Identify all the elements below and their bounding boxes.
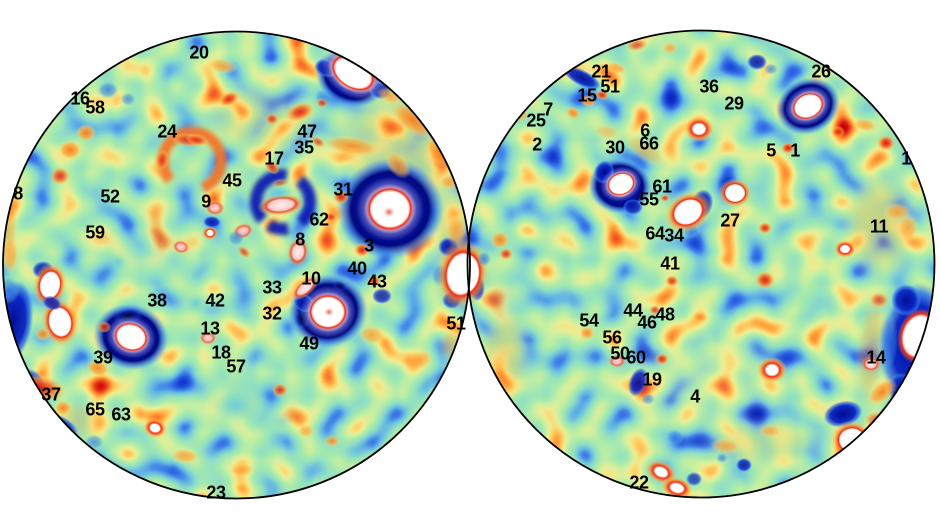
svg-text:16: 16 — [70, 89, 90, 109]
svg-text:32: 32 — [262, 304, 282, 324]
svg-text:9: 9 — [201, 192, 211, 212]
svg-text:62: 62 — [309, 210, 329, 230]
svg-text:41: 41 — [660, 254, 680, 274]
svg-text:33: 33 — [262, 278, 282, 298]
svg-text:27: 27 — [720, 211, 740, 231]
svg-text:40: 40 — [347, 259, 367, 279]
svg-text:20: 20 — [189, 43, 209, 63]
svg-text:18: 18 — [211, 343, 231, 363]
svg-text:54: 54 — [579, 311, 599, 331]
svg-text:50: 50 — [610, 344, 630, 364]
svg-text:13: 13 — [200, 319, 220, 339]
svg-text:21: 21 — [591, 62, 611, 82]
svg-text:1: 1 — [901, 149, 911, 169]
svg-text:61: 61 — [652, 177, 672, 197]
svg-text:31: 31 — [333, 180, 353, 200]
svg-text:55: 55 — [639, 190, 659, 210]
svg-text:17: 17 — [264, 149, 284, 169]
svg-text:10: 10 — [301, 269, 321, 289]
svg-text:6: 6 — [640, 121, 650, 141]
svg-text:4: 4 — [690, 387, 700, 407]
svg-text:7: 7 — [543, 100, 553, 120]
svg-text:52: 52 — [100, 187, 120, 207]
svg-text:57: 57 — [226, 357, 246, 377]
svg-text:36: 36 — [699, 77, 719, 97]
svg-text:8: 8 — [13, 184, 23, 204]
svg-text:45: 45 — [222, 171, 242, 191]
svg-text:37: 37 — [41, 385, 61, 405]
svg-text:24: 24 — [157, 122, 177, 142]
svg-text:51: 51 — [446, 314, 466, 334]
svg-text:63: 63 — [111, 405, 131, 425]
svg-text:19: 19 — [642, 370, 662, 390]
svg-text:1: 1 — [790, 141, 800, 161]
svg-text:47: 47 — [297, 122, 317, 142]
svg-text:59: 59 — [85, 223, 105, 243]
svg-text:3: 3 — [364, 236, 374, 256]
svg-text:51: 51 — [600, 77, 620, 97]
svg-text:42: 42 — [205, 291, 225, 311]
svg-text:23: 23 — [206, 483, 226, 503]
svg-text:5: 5 — [766, 141, 776, 161]
svg-text:65: 65 — [85, 400, 105, 420]
svg-text:14: 14 — [866, 348, 886, 368]
svg-text:49: 49 — [299, 334, 319, 354]
svg-text:48: 48 — [655, 305, 675, 325]
svg-text:11: 11 — [870, 217, 889, 237]
svg-text:34: 34 — [664, 226, 684, 246]
svg-text:26: 26 — [811, 62, 831, 82]
svg-text:58: 58 — [85, 98, 105, 118]
svg-text:15: 15 — [577, 86, 597, 106]
svg-text:2: 2 — [532, 135, 542, 155]
svg-text:38: 38 — [147, 291, 167, 311]
svg-text:66: 66 — [639, 134, 659, 154]
svg-text:44: 44 — [623, 301, 643, 321]
svg-text:56: 56 — [602, 328, 622, 348]
svg-text:29: 29 — [724, 94, 744, 114]
svg-text:30: 30 — [605, 138, 625, 158]
svg-text:39: 39 — [93, 348, 113, 368]
svg-text:8: 8 — [295, 230, 305, 250]
svg-text:22: 22 — [629, 473, 649, 493]
svg-text:64: 64 — [645, 224, 665, 244]
svg-text:46: 46 — [637, 313, 657, 333]
svg-text:35: 35 — [294, 138, 314, 158]
svg-text:25: 25 — [526, 111, 546, 131]
svg-text:43: 43 — [367, 272, 387, 292]
svg-text:60: 60 — [626, 348, 646, 368]
